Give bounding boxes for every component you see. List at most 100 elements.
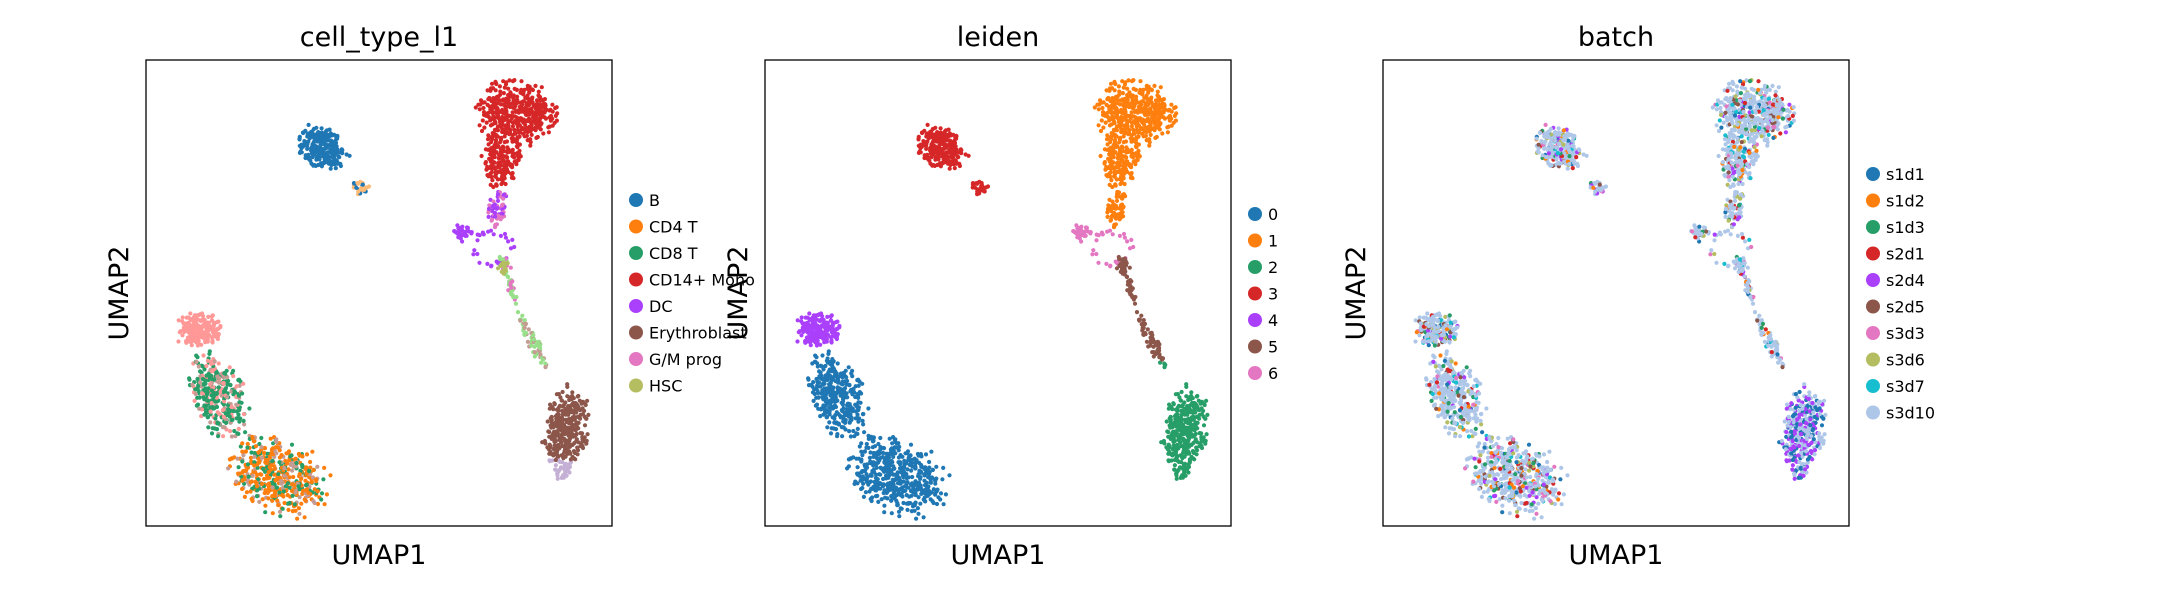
scatter-point [1129, 133, 1134, 138]
scatter-point [489, 174, 494, 180]
scatter-point [489, 170, 494, 175]
scatter-point [257, 499, 262, 504]
scatter-point [292, 502, 297, 507]
scatter-point [315, 501, 321, 507]
scatter-point [303, 153, 308, 158]
scatter-point [271, 441, 276, 446]
scatter-point [985, 184, 991, 189]
scatter-point [876, 449, 881, 454]
scatter-point [319, 497, 324, 502]
scatter-point [1108, 81, 1114, 86]
scatter-point [556, 392, 561, 397]
scatter-point [554, 105, 559, 110]
scatter-point [1114, 144, 1119, 149]
scatter-point [1124, 155, 1129, 160]
scatter-point [528, 143, 533, 148]
scatter-point [584, 441, 589, 446]
scatter-point [270, 485, 275, 490]
scatter-point [830, 324, 835, 329]
scatter-point [1115, 156, 1120, 161]
scatter-point [269, 463, 274, 468]
scatter-point [193, 391, 198, 397]
scatter-point [882, 503, 887, 508]
scatter-point [287, 458, 292, 463]
scatter-point [1194, 448, 1200, 453]
scatter-point [245, 462, 251, 467]
scatter-point [1125, 239, 1130, 244]
scatter-point [559, 408, 565, 413]
scatter-point [568, 429, 573, 434]
scatter-point [453, 229, 458, 234]
scatter-point [1111, 160, 1116, 165]
scatter-point [889, 511, 894, 516]
scatter-point [319, 126, 324, 131]
scatter-point [270, 511, 275, 516]
scatter-point [913, 461, 918, 466]
scatter-point [1143, 108, 1148, 113]
scatter-point [311, 499, 316, 504]
scatter-point [332, 158, 337, 163]
scatter-point [1171, 429, 1176, 434]
scatter-point [906, 458, 911, 463]
panel-title: cell_type_l1 [300, 22, 458, 53]
scatter-point [229, 389, 234, 394]
legend-entry: B [629, 191, 660, 210]
scatter-point [1148, 343, 1153, 348]
scatter-point [356, 181, 361, 186]
scatter-point [1139, 90, 1145, 96]
scatter-point [860, 418, 865, 423]
scatter-point [510, 150, 515, 155]
scatter-point [801, 327, 806, 333]
legend-marker [629, 272, 643, 287]
scatter-point [208, 382, 213, 387]
scatter-point [938, 126, 943, 131]
scatter-point [223, 386, 229, 391]
scatter-point [505, 155, 510, 160]
scatter-point [1192, 400, 1197, 406]
scatter-point [1105, 206, 1111, 211]
scatter-point [575, 452, 580, 457]
scatter-point [252, 463, 257, 468]
scatter-point [539, 115, 544, 120]
scatter-point [943, 492, 948, 497]
scatter-point [517, 148, 522, 153]
scatter-point [1155, 89, 1160, 94]
scatter-point [510, 94, 515, 99]
scatter-point [523, 128, 528, 133]
scatter-point [329, 145, 334, 150]
scatter-point [878, 445, 883, 450]
scatter-point [199, 329, 204, 334]
scatter-point [1159, 105, 1164, 110]
scatter-point [274, 437, 279, 442]
scatter-point [572, 440, 577, 446]
scatter-point [490, 106, 495, 111]
scatter-point [475, 238, 480, 243]
scatter-point [266, 470, 271, 475]
scatter-point [888, 451, 893, 456]
x-axis-label: UMAP1 [951, 540, 1046, 571]
scatter-point [260, 481, 265, 486]
scatter-point [299, 142, 304, 147]
scatter-point [1164, 419, 1169, 424]
scatter-point [940, 477, 945, 482]
scatter-point [1166, 459, 1171, 464]
scatter-point [518, 318, 523, 323]
scatter-point [517, 134, 522, 139]
scatter-point [1173, 105, 1178, 110]
scatter-point [883, 461, 888, 466]
scatter-point [1165, 447, 1170, 452]
scatter-point [236, 412, 241, 417]
scatter-point [1147, 140, 1152, 145]
scatter-point [206, 425, 211, 430]
scatter-point [1165, 130, 1170, 135]
scatter-point [975, 189, 980, 194]
scatter-point [574, 410, 579, 415]
scatter-point [338, 163, 343, 169]
scatter-point [1130, 105, 1135, 110]
scatter-point [1129, 79, 1135, 84]
legend-label: CD14+ Mono [649, 271, 755, 290]
scatter-point [291, 464, 296, 469]
scatter-point [908, 442, 914, 447]
scatter-point [485, 173, 490, 178]
